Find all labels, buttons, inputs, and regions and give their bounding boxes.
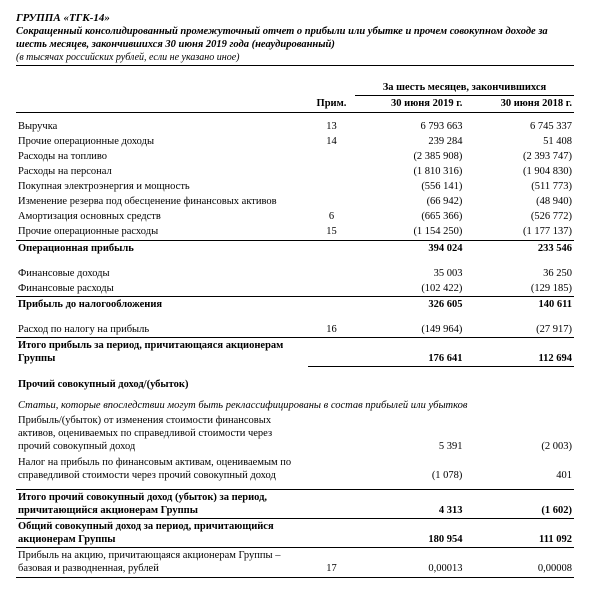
table-row: Расходы на топливо(2 385 908)(2 393 747) [16,149,574,164]
table-row: Расход по налогу на прибыль16(149 964)(2… [16,322,574,338]
table-row: Выручка136 793 6636 745 337 [16,119,574,134]
oci-header: Прочий совокупный доход/(убыток) [16,377,574,392]
table-row: Расходы на персонал(1 810 316)(1 904 830… [16,164,574,179]
report-title: Сокращенный консолидированный промежуточ… [16,25,574,51]
table-row: Налог на прибыль по финансовым активам, … [16,455,574,483]
table-row: Покупная электроэнергия и мощность(556 1… [16,179,574,194]
table-row: Финансовые доходы35 00336 250 [16,266,574,281]
period-caption: За шесть месяцев, закончившихся [355,80,574,96]
col-2019-header: 30 июня 2019 г. [355,96,465,112]
table-row: Изменение резерва под обесценение финанс… [16,194,574,209]
table-row: Прочие операционные доходы14239 28451 40… [16,134,574,149]
table-row: Амортизация основных средств6(665 366)(5… [16,209,574,224]
company-name: ГРУППА «ТГК-14» [16,12,574,24]
operating-profit-row: Операционная прибыль 394 024233 546 [16,240,574,256]
total-comprehensive-row: Общий совокупный доход за период, причит… [16,519,574,548]
col-note-header: Прим. [308,96,355,112]
table-row: Финансовые расходы(102 422)(129 185) [16,281,574,297]
table-row: Прибыль/(убыток) от изменения стоимости … [16,413,574,454]
units-note: (в тысячах российских рублей, если не ук… [16,52,574,63]
oci-reclassification-note: Статьи, которые впоследствии могут быть … [16,398,574,413]
profit-before-tax-row: Прибыль до налогообложения 326 605140 61… [16,296,574,312]
table-row: Прочие операционные расходы15(1 154 250)… [16,224,574,240]
income-statement-table: За шесть месяцев, закончившихся Прим. 30… [16,80,574,579]
header-divider [16,65,574,66]
oci-total-row: Итого прочий совокупный доход (убыток) з… [16,489,574,518]
net-profit-row: Итого прибыль за период, причитающаяся а… [16,338,574,367]
eps-row: Прибыль на акцию, причитающаяся акционер… [16,548,574,577]
col-2018-header: 30 июня 2018 г. [464,96,574,112]
